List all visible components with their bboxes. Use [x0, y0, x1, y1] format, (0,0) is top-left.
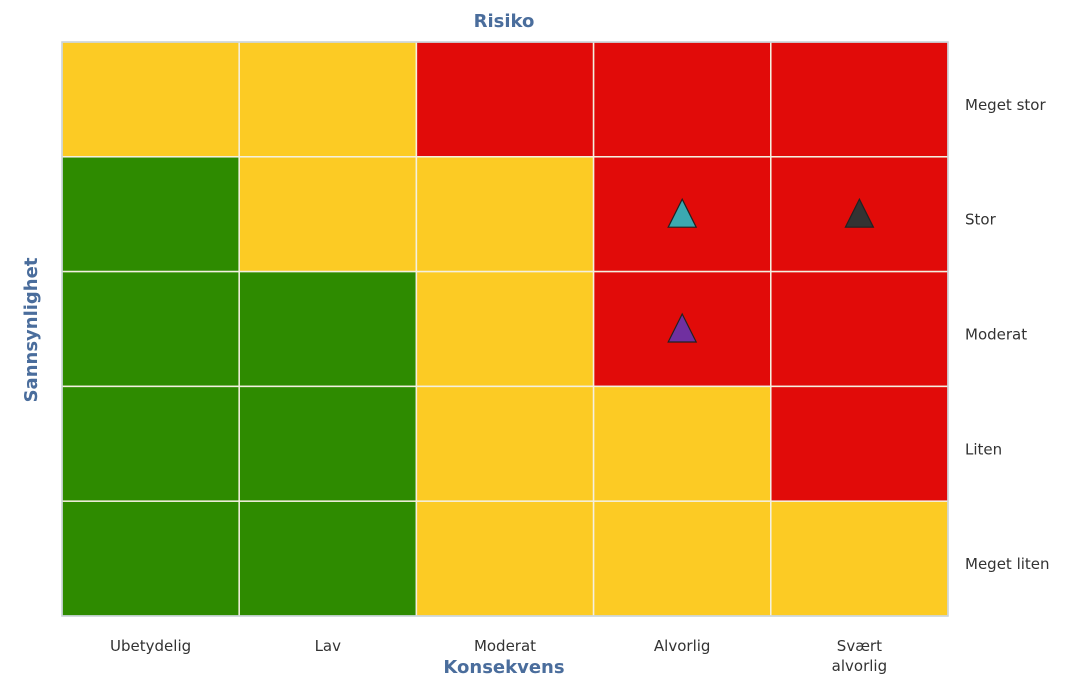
plot-border	[61, 41, 949, 617]
y-tick-label: Meget liten	[965, 555, 1050, 573]
cell	[61, 385, 240, 502]
cell	[592, 385, 772, 502]
x-tick-label: Ubetydelig	[110, 637, 192, 655]
cell	[61, 270, 240, 388]
cell	[770, 500, 949, 617]
x-tick-label: Moderat	[473, 637, 537, 655]
y-tick-label: Meget stor	[965, 96, 1046, 114]
cell	[238, 270, 418, 388]
cell	[592, 500, 772, 617]
cell	[415, 385, 595, 502]
cell	[61, 41, 240, 158]
marker	[667, 312, 698, 343]
x-tick-label: Lav	[314, 637, 342, 655]
cell	[415, 156, 595, 273]
cell	[415, 270, 595, 388]
y-axis-title: Sannsynlighet	[21, 257, 42, 402]
cell	[238, 500, 418, 617]
cell	[592, 41, 772, 158]
y-tick-label: Liten	[965, 440, 1002, 458]
chart-title: Risiko	[474, 11, 535, 32]
cell	[770, 41, 949, 158]
cell	[770, 385, 949, 502]
x-axis-title: Konsekvens	[443, 657, 564, 678]
cell	[415, 500, 595, 617]
cell	[238, 41, 418, 158]
y-tick-label: Moderat	[965, 326, 1027, 344]
y-tick-label: Stor	[965, 211, 997, 229]
cell	[770, 270, 949, 388]
marker	[667, 197, 698, 228]
cell	[61, 156, 240, 273]
cell	[238, 385, 418, 502]
x-tick-label: Alvorlig	[653, 637, 711, 655]
x-tick-label: Svært alvorlig	[831, 637, 888, 675]
cell	[238, 156, 418, 273]
cell	[61, 500, 240, 617]
cell	[415, 41, 595, 158]
marker	[844, 197, 875, 228]
